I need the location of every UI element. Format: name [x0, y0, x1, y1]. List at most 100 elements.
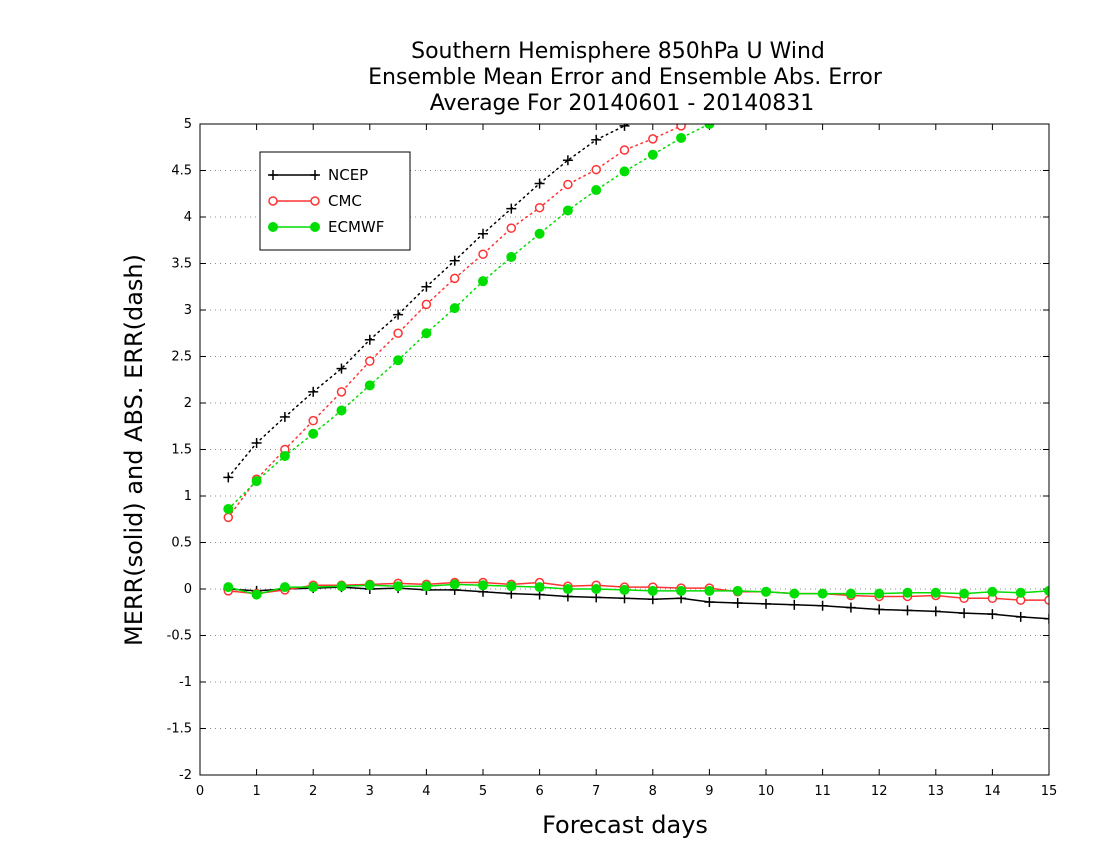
- data-point-ncep-abs-err: [874, 35, 884, 45]
- data-point-cmc-abs-err: [619, 145, 630, 155]
- legend-label-ncep: NCEP: [328, 166, 368, 184]
- data-point-ecmwf-abs-err: [336, 405, 347, 416]
- y-tick-label: -0.5: [167, 629, 192, 644]
- data-point-ecmwf-abs-err: [647, 149, 658, 160]
- legend-entry-ncep: NCEP: [268, 166, 368, 184]
- legend-marker-ecmwf: [268, 222, 278, 232]
- series-ecmwf: [223, 8, 1054, 600]
- data-point-ecmwf-abs-err: [931, 45, 940, 54]
- y-axis-label: MERR(solid) and ABS. ERR(dash): [120, 254, 148, 646]
- data-point-ncep-abs-err: [364, 334, 375, 345]
- data-point-cmc-abs-err: [904, 46, 912, 54]
- data-point-ecmwf-abs-err: [223, 504, 234, 515]
- series-cmc-abs-err-line: [227, 124, 688, 519]
- data-point-ecmwf-merr: [562, 584, 573, 594]
- data-point-ecmwf-abs-err: [393, 355, 404, 366]
- data-point-ncep-abs-err: [223, 472, 234, 483]
- data-point-ecmwf-abs-err: [364, 380, 375, 391]
- data-point-ecmwf-merr: [279, 582, 290, 593]
- x-axis-label: Forecast days: [542, 811, 708, 839]
- data-point-ecmwf-abs-err: [591, 185, 602, 196]
- data-point-ecmwf-abs-err: [960, 36, 969, 45]
- y-tick-label: -2: [179, 768, 192, 783]
- data-point-ecmwf-merr: [902, 587, 913, 598]
- data-point-ncep-abs-err: [279, 411, 290, 422]
- data-point-ecmwf-abs-err: [903, 54, 912, 63]
- data-point-cmc-abs-err: [336, 387, 347, 397]
- data-point-cmc-abs-err: [478, 249, 488, 259]
- data-point-ecmwf-merr: [676, 585, 687, 596]
- y-tick-label: 3: [184, 303, 192, 318]
- data-point-cmc-abs-err: [393, 328, 403, 338]
- data-point-ecmwf-merr: [817, 588, 828, 599]
- data-point-ecmwf-abs-err: [421, 328, 432, 339]
- x-tick-label: 1: [252, 784, 260, 799]
- data-point-ecmwf-merr: [959, 588, 970, 599]
- y-tick-label: 1: [184, 489, 192, 504]
- data-point-cmc-abs-err: [988, 18, 996, 26]
- data-point-ncep-abs-err: [987, 0, 997, 8]
- data-point-ecmwf-merr: [506, 581, 517, 592]
- data-point-cmc-abs-err: [449, 273, 460, 284]
- data-point-ncep-merr: [817, 600, 828, 611]
- data-point-ecmwf-merr: [1015, 587, 1026, 598]
- y-tick-label: 4.5: [171, 164, 192, 179]
- data-point-ncep-merr: [902, 605, 913, 616]
- data-point-cmc-abs-err: [223, 512, 234, 523]
- x-tick-label: 9: [705, 784, 713, 799]
- data-point-cmc-abs-err: [421, 299, 432, 310]
- data-point-ecmwf-abs-err: [1045, 8, 1054, 17]
- data-point-ncep-merr: [789, 599, 800, 610]
- legend-marker-cmc: [310, 196, 320, 206]
- legend-marker-ncep: [268, 170, 278, 180]
- y-tick-label: 3.5: [171, 257, 192, 272]
- data-point-ecmwf-merr: [1044, 585, 1049, 596]
- data-point-cmc-abs-err: [308, 415, 318, 426]
- data-point-ecmwf-merr: [478, 580, 488, 591]
- x-tick-label: 10: [758, 784, 775, 799]
- data-point-ncep-abs-err: [903, 26, 913, 36]
- data-point-ncep-abs-err: [336, 363, 347, 374]
- data-point-ecmwf-merr: [534, 582, 545, 593]
- data-point-ncep-abs-err: [534, 178, 545, 189]
- data-point-ecmwf-merr: [336, 581, 347, 592]
- data-point-ncep-abs-err: [619, 124, 630, 131]
- y-tick-label: -1: [179, 675, 192, 690]
- data-point-ecmwf-merr: [421, 581, 432, 592]
- series-layer: [223, 0, 1054, 624]
- data-point-cmc-abs-err: [960, 27, 968, 35]
- data-point-ecmwf-abs-err: [449, 303, 460, 314]
- y-tick-label: 5: [184, 117, 192, 132]
- legend: NCEP CMC ECMWF: [259, 151, 411, 251]
- data-point-ecmwf-abs-err: [988, 27, 997, 36]
- y-tick-label: 1.5: [171, 443, 192, 458]
- legend-marker-ncep: [310, 170, 320, 180]
- data-point-ncep-abs-err: [846, 45, 856, 55]
- data-point-cmc-abs-err: [676, 124, 686, 131]
- data-point-ecmwf-merr: [449, 579, 460, 590]
- data-point-ecmwf-merr: [223, 582, 234, 593]
- chart-title-line-2: Ensemble Mean Error and Ensemble Abs. Er…: [368, 65, 883, 90]
- data-point-ncep-merr: [591, 592, 602, 603]
- y-tick-label: 0.5: [171, 536, 192, 551]
- data-point-cmc-abs-err: [591, 164, 601, 175]
- y-tick-label: 2: [184, 396, 192, 411]
- data-point-ecmwf-abs-err: [562, 205, 573, 216]
- x-tick-label: 8: [649, 784, 657, 799]
- legend-marker-cmc: [268, 196, 278, 206]
- data-point-ecmwf-abs-err: [478, 276, 488, 287]
- y-tick-label: 0: [184, 582, 192, 597]
- data-point-ncep-merr: [959, 608, 970, 619]
- data-point-ecmwf-abs-err: [506, 251, 517, 262]
- data-point-ncep-abs-err: [393, 309, 404, 320]
- data-point-ecmwf-abs-err: [676, 132, 687, 143]
- data-point-cmc-abs-err: [1017, 8, 1025, 16]
- data-point-ncep-merr: [1044, 613, 1049, 624]
- plot-frame: [199, 123, 1050, 776]
- data-point-ncep-abs-err: [421, 281, 432, 292]
- data-point-ecmwf-merr: [591, 584, 602, 594]
- data-point-cmc-merr: [1044, 595, 1049, 605]
- data-point-ncep-abs-err: [562, 155, 573, 166]
- data-point-ecmwf-merr: [987, 586, 998, 597]
- x-tick-label: 13: [928, 784, 945, 799]
